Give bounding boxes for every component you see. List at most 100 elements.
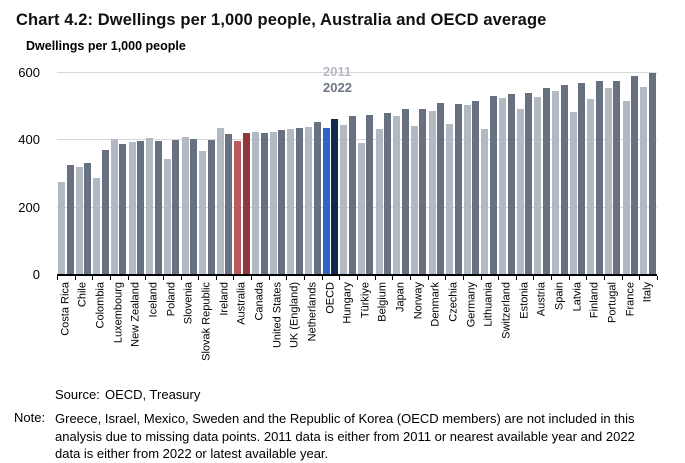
bar-group-t-rkiye	[357, 72, 375, 274]
bar-2011-united-states	[269, 131, 277, 274]
bar-2022-new-zealand	[137, 140, 145, 274]
x-label-colombia: Colombia	[94, 282, 107, 329]
x-tick	[621, 276, 623, 280]
x-label-t-rkiye: Türkiye	[359, 282, 372, 319]
bar-group-portugal	[604, 72, 622, 274]
x-tick	[109, 276, 111, 280]
x-label-iceland: Iceland	[147, 282, 160, 318]
bar-2011-poland	[163, 158, 171, 274]
bar-2011-canada	[252, 132, 260, 274]
x-label-new-zealand: New Zealand	[129, 282, 142, 347]
bar-2022-ireland	[225, 134, 233, 274]
x-tick	[339, 276, 341, 280]
bar-2022-slovak-republic	[207, 139, 215, 274]
x-label-czechia: Czechia	[447, 282, 460, 322]
x-tick	[604, 276, 606, 280]
x-label-uk-england: UK (England)	[288, 282, 301, 349]
bar-2011-new-zealand	[128, 141, 136, 274]
x-label-austria: Austria	[535, 282, 548, 317]
bar-group-spain	[551, 72, 569, 274]
bar-2022-spain	[560, 85, 568, 274]
x-label-luxembourg: Luxembourg	[112, 282, 125, 344]
x-label-norway: Norway	[412, 282, 425, 320]
bar-group-oecd	[322, 72, 340, 274]
bar-2011-belgium	[375, 129, 383, 274]
bar-group-chile	[75, 72, 93, 274]
x-label-united-states: United States	[271, 282, 284, 349]
bar-2011-czechia	[446, 123, 454, 274]
bar-2022-italy	[648, 72, 656, 274]
bar-group-ireland	[216, 72, 234, 274]
bar-2011-slovak-republic	[199, 151, 207, 274]
note-text: Greece, Israel, Mexico, Sweden and the R…	[55, 411, 635, 461]
x-label-italy: Italy	[641, 282, 654, 303]
bar-2022-czechia	[454, 103, 462, 274]
x-tick	[304, 276, 306, 280]
x-tick	[127, 276, 129, 280]
legend-label-2022: 2022	[323, 80, 352, 95]
x-tick	[145, 276, 147, 280]
x-tick	[568, 276, 570, 280]
x-tick	[198, 276, 200, 280]
bar-group-costa-rica	[57, 72, 75, 274]
x-tick	[498, 276, 500, 280]
bar-group-france	[622, 72, 640, 274]
x-axis-ticks	[57, 276, 658, 281]
y-tick-label-0: 0	[32, 267, 40, 282]
bar-2022-iceland	[154, 141, 162, 274]
x-label-japan: Japan	[394, 282, 407, 312]
bar-2022-lithuania	[489, 95, 497, 274]
bar-group-canada	[251, 72, 269, 274]
x-label-germany: Germany	[465, 282, 478, 328]
x-tick	[657, 276, 658, 280]
x-tick	[57, 276, 58, 280]
x-tick	[639, 276, 641, 280]
x-tick	[268, 276, 270, 280]
bar-2011-lithuania	[481, 128, 489, 274]
x-label-belgium: Belgium	[376, 282, 389, 322]
bar-2022-switzerland	[507, 93, 515, 274]
bar-2022-slovenia	[190, 138, 198, 274]
bar-2011-germany	[463, 105, 471, 274]
bar-group-finland	[586, 72, 604, 274]
bar-2022-poland	[172, 140, 180, 274]
note-label: Note:	[14, 410, 46, 425]
x-label-ireland: Ireland	[218, 282, 231, 316]
bar-2011-japan	[393, 115, 401, 274]
source-value: OECD, Treasury	[105, 387, 201, 402]
bar-2022-finland	[595, 80, 603, 274]
bar-group-japan	[392, 72, 410, 274]
bar-2022-chile	[84, 162, 92, 274]
x-tick	[480, 276, 482, 280]
bar-2011-ireland	[216, 128, 224, 274]
bar-group-colombia	[92, 72, 110, 274]
bar-group-lithuania	[480, 72, 498, 274]
bar-2011-oecd	[322, 127, 330, 274]
y-axis-labels: 600 400 200 0	[0, 66, 40, 281]
x-label-netherlands: Netherlands	[306, 282, 319, 342]
x-tick	[286, 276, 288, 280]
bar-2011-costa-rica	[58, 182, 66, 274]
bar-2011-switzerland	[499, 97, 507, 274]
bar-group-luxembourg	[110, 72, 128, 274]
x-label-poland: Poland	[165, 282, 178, 317]
legend-label-2011: 2011	[323, 64, 352, 79]
bar-group-norway	[410, 72, 428, 274]
bar-2011-austria	[534, 97, 542, 274]
bar-2022-netherlands	[313, 122, 321, 274]
gridline-400	[57, 139, 657, 141]
bar-chart-plot-area: 2011 2022	[57, 64, 657, 276]
bar-group-denmark	[427, 72, 445, 274]
bar-2022-japan	[401, 108, 409, 274]
chart-title: Chart 4.2: Dwellings per 1,000 people, A…	[16, 11, 547, 29]
bar-2011-hungary	[340, 125, 348, 274]
bar-2022-costa-rica	[66, 165, 74, 274]
x-tick	[251, 276, 253, 280]
x-label-chile: Chile	[76, 282, 89, 308]
x-tick	[215, 276, 217, 280]
bar-group-belgium	[375, 72, 393, 274]
bar-2022-uk-england	[295, 127, 303, 274]
bar-2011-netherlands	[305, 126, 313, 274]
bar-2011-portugal	[604, 87, 612, 274]
x-label-latvia: Latvia	[571, 282, 584, 312]
